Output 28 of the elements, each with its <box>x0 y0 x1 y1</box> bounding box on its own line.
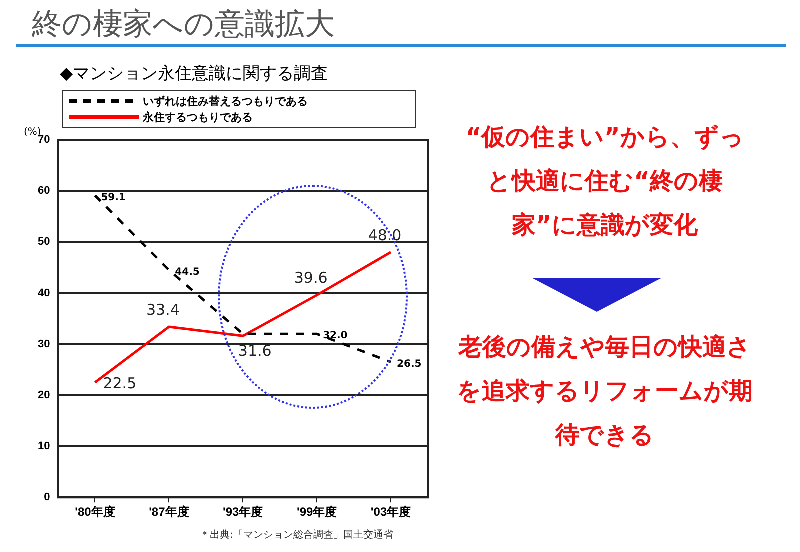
legend-label: いずれは住み替えるつもりである <box>143 94 308 108</box>
y-tick-label: 50 <box>38 236 50 248</box>
x-tick-label: '99年度 <box>296 505 338 520</box>
x-tick-label: '03年度 <box>370 505 412 520</box>
y-tick-label: 70 <box>38 134 50 146</box>
y-tick-label: 10 <box>38 440 50 453</box>
data-label: 44.5 <box>175 266 200 278</box>
data-label: 22.5 <box>103 374 137 393</box>
chart-title: 終の棲家への意識拡大 <box>32 6 335 44</box>
text: ＊出典:「マンション総合調査」国土交通省 <box>200 528 394 542</box>
x-tick-label: '93年度 <box>223 505 264 520</box>
x-tick-label: '80年度 <box>75 505 116 520</box>
data-label: 32.0 <box>323 330 348 342</box>
legend-label: 永住するつもりである <box>143 110 253 124</box>
y-tick-label: 0 <box>44 492 50 504</box>
y-tick-label: 20 <box>38 389 50 402</box>
data-label: 39.6 <box>294 269 328 288</box>
y-tick-label: 40 <box>38 287 50 300</box>
data-label: 26.5 <box>397 358 422 370</box>
y-tick-label: 30 <box>38 338 50 350</box>
chart-subtitle: ◆マンション永住意識に関する調査 <box>60 63 328 85</box>
data-label: 48.0 <box>368 226 402 244</box>
text: “仮の住まい”から、ずっと快適に住む“終の棲家”に意識が変化 <box>464 122 746 241</box>
data-label: 59.1 <box>101 192 126 204</box>
data-label: 33.4 <box>146 300 180 319</box>
x-tick-label: '87年度 <box>149 505 190 520</box>
text: 老後の備えや毎日の快適さを追求するリフォームが期待できる <box>456 332 754 451</box>
y-tick-label: 60 <box>38 185 50 198</box>
